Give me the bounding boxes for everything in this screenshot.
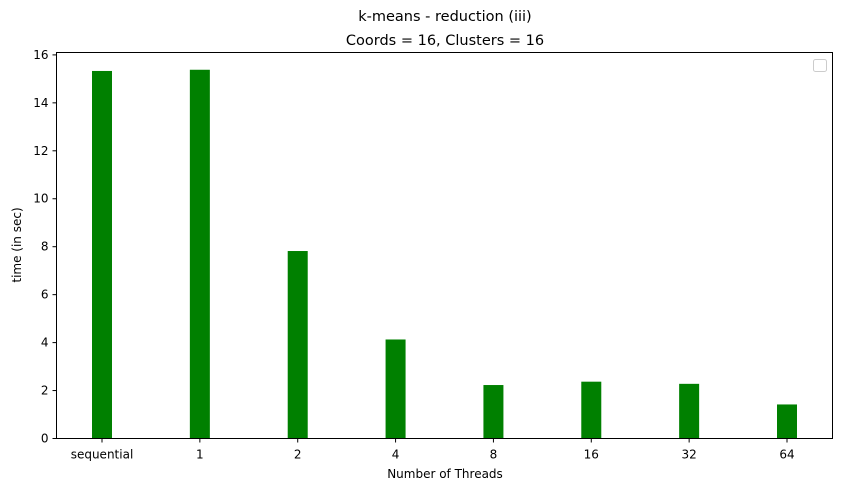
bar-8: [483, 385, 504, 439]
y-tick-label: 8: [41, 240, 49, 254]
legend-box: [813, 59, 827, 72]
bar-32: [679, 383, 700, 439]
y-ticks-group: 0 2 4 6 8 10 12 14 16: [33, 48, 57, 446]
y-axis-title: time (in sec): [10, 207, 24, 282]
x-ticks-group: sequential 1 2 4 8 16 32 64: [71, 438, 795, 462]
chart-subtitle: Coords = 16, Clusters = 16: [346, 33, 544, 49]
x-axis-title: Number of Threads: [387, 467, 503, 481]
x-tick-label: 64: [779, 448, 794, 462]
y-tick-label: 0: [41, 432, 49, 446]
x-tick-label: 8: [490, 448, 498, 462]
bar-2: [287, 251, 308, 439]
y-tick-label: 2: [41, 384, 49, 398]
y-tick-label: 6: [41, 288, 49, 302]
chart-title: k-means - reduction (iii): [358, 9, 531, 25]
x-tick-label: 32: [682, 448, 697, 462]
bar-64: [777, 404, 797, 439]
y-tick-label: 16: [33, 48, 48, 62]
x-tick-label: 4: [392, 448, 400, 462]
bar-16: [581, 381, 602, 439]
bar-1: [189, 69, 210, 439]
x-tick-label: 16: [584, 448, 599, 462]
x-tick-label: 2: [294, 448, 302, 462]
bar-sequential: [92, 70, 112, 439]
bars-group: [92, 69, 797, 439]
plot-frame: [56, 52, 833, 439]
y-tick-label: 4: [41, 336, 49, 350]
bar-4: [385, 339, 406, 439]
x-tick-label: sequential: [71, 448, 134, 462]
y-tick-label: 12: [33, 144, 48, 158]
x-tick-label: 1: [196, 448, 204, 462]
y-tick-label: 10: [33, 192, 48, 206]
y-tick-label: 14: [33, 96, 48, 110]
